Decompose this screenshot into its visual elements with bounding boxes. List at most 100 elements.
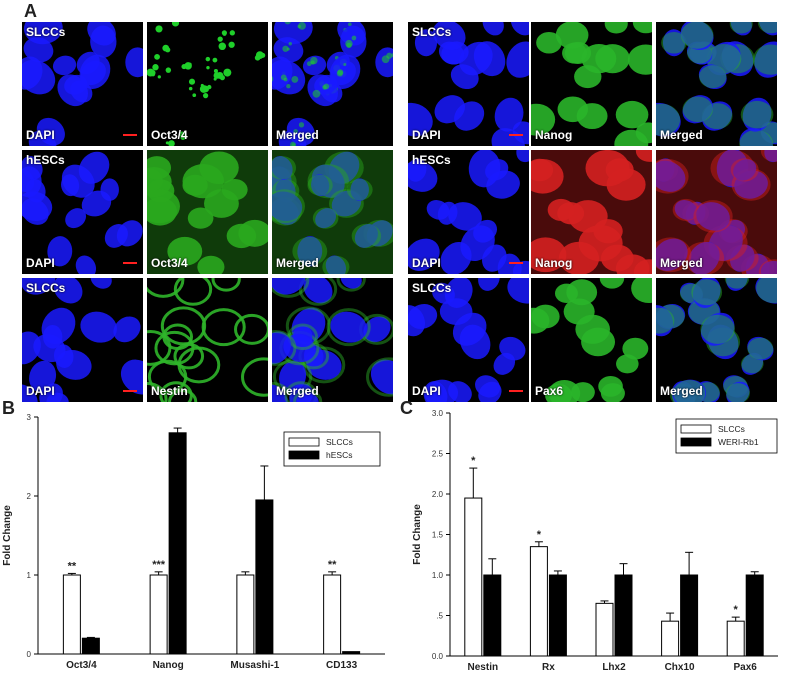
micrograph-merged: Merged: [656, 278, 777, 402]
y-tick-label: 3.0: [432, 409, 444, 418]
channel-label: Nanog: [535, 128, 573, 142]
micrograph-merged: Merged: [272, 278, 393, 402]
panel-c-letter: C: [400, 398, 413, 418]
channel-label: Oct3/4: [151, 128, 188, 142]
channel-label: DAPI: [412, 128, 441, 142]
scale-bar: [123, 134, 137, 136]
y-tick-label: 2.0: [432, 490, 444, 499]
significance-marker: *: [734, 604, 739, 616]
significance-marker: *: [537, 529, 542, 541]
legend-swatch: [680, 437, 712, 447]
cell-group-label: SLCCs: [26, 281, 66, 295]
micrograph-stain: Pax6: [531, 278, 652, 402]
channel-label: Nestin: [151, 384, 188, 398]
bar-slccs: [464, 497, 483, 657]
scale-bar: [509, 262, 523, 264]
channel-label: Merged: [276, 384, 319, 398]
channel-label: Merged: [660, 384, 703, 398]
scale-bar: [509, 390, 523, 392]
y-tick-label: .5: [436, 612, 443, 621]
scale-bar: [123, 390, 137, 392]
scale-bar: [123, 262, 137, 264]
bar-hescs: [168, 432, 187, 655]
y-axis-label: Fold Change: [2, 505, 13, 566]
legend-swatch: [288, 450, 320, 460]
legend-label: WERI-Rb1: [718, 437, 759, 447]
x-tick-label: Pax6: [734, 662, 758, 673]
x-tick-label: Oct3/4: [66, 660, 97, 671]
y-tick-label: 0.0: [432, 652, 444, 661]
x-tick-label: Musashi-1: [230, 660, 279, 671]
cell-group-label: hESCs: [26, 153, 65, 167]
micrograph-merged: Merged: [656, 150, 777, 274]
channel-label: DAPI: [412, 384, 441, 398]
significance-marker: ***: [152, 559, 166, 571]
bar-hescs: [255, 499, 274, 655]
legend-label: SLCCs: [718, 424, 745, 434]
channel-label: DAPI: [26, 384, 55, 398]
y-tick-label: 3: [27, 413, 32, 422]
bar-weri-rb1: [548, 574, 567, 657]
channel-label: Nanog: [535, 256, 573, 270]
significance-marker: **: [328, 559, 337, 571]
bar-weri-rb1: [614, 574, 633, 657]
legend-swatch: [288, 437, 320, 447]
significance-marker: **: [68, 560, 77, 572]
x-tick-label: Rx: [542, 662, 555, 673]
cell-group-label: SLCCs: [26, 25, 66, 39]
scale-bar: [509, 134, 523, 136]
significance-marker: *: [471, 455, 476, 467]
y-tick-label: 1: [27, 571, 32, 580]
channel-label: Merged: [660, 256, 703, 270]
bar-hescs: [81, 637, 100, 655]
micrograph-dapi: SLCCs DAPI: [408, 278, 529, 402]
y-tick-label: 1.0: [432, 571, 444, 580]
micrograph-stain: Nanog: [531, 22, 652, 146]
micrograph-merged: Merged: [272, 22, 393, 146]
cell-group-label: hESCs: [412, 153, 451, 167]
micrograph-stain: Oct3/4: [147, 150, 268, 274]
micrograph-dapi: SLCCs DAPI: [22, 22, 143, 146]
y-tick-label: 1.5: [432, 531, 444, 540]
micrograph-dapi: SLCCs DAPI: [22, 278, 143, 402]
micrograph-dapi: SLCCs DAPI: [408, 22, 529, 146]
bar-slccs: [529, 546, 548, 657]
micrograph-stain: Nestin: [147, 278, 268, 402]
channel-label: DAPI: [26, 128, 55, 142]
bar-weri-rb1: [680, 574, 699, 657]
micrograph-merged: Merged: [656, 22, 777, 146]
channel-label: Merged: [276, 256, 319, 270]
legend-label: SLCCs: [326, 437, 353, 447]
micrograph-dapi: hESCs DAPI: [408, 150, 529, 274]
channel-label: Merged: [660, 128, 703, 142]
y-axis-label: Fold Change: [412, 504, 423, 565]
x-tick-label: Chx10: [665, 662, 695, 673]
bar-slccs: [661, 620, 680, 657]
x-tick-label: CD133: [326, 660, 358, 671]
micrograph-merged: Merged: [272, 150, 393, 274]
legend-swatch: [680, 424, 712, 434]
micrograph-stain: Nanog: [531, 150, 652, 274]
y-tick-label: 2.5: [432, 450, 444, 459]
channel-label: Merged: [276, 128, 319, 142]
panel-a-letter: A: [24, 1, 37, 21]
y-tick-label: 0: [27, 650, 32, 659]
bar-slccs: [149, 574, 168, 655]
panel-b-letter: B: [2, 398, 15, 418]
cell-group-label: SLCCs: [412, 25, 452, 39]
bar-slccs: [726, 620, 745, 657]
y-tick-label: 2: [27, 492, 32, 501]
x-tick-label: Nanog: [153, 660, 184, 671]
bar-slccs: [323, 574, 342, 655]
bar-slccs: [595, 602, 614, 657]
bar-weri-rb1: [745, 574, 764, 657]
channel-label: DAPI: [412, 256, 441, 270]
channel-label: DAPI: [26, 256, 55, 270]
micrograph-stain: Oct3/4: [147, 22, 268, 146]
cell-group-label: SLCCs: [412, 281, 452, 295]
micrograph-dapi: hESCs DAPI: [22, 150, 143, 274]
bar-slccs: [62, 574, 81, 655]
channel-label: Pax6: [535, 384, 564, 398]
bar-weri-rb1: [483, 574, 502, 657]
